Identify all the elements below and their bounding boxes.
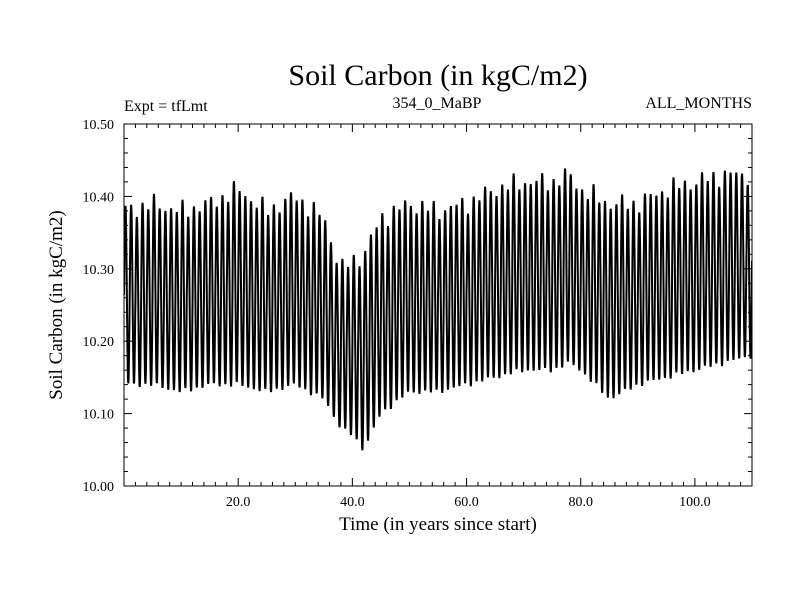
plot-frame xyxy=(123,123,753,487)
soil-carbon-series-line xyxy=(124,168,752,451)
x-axis-label: Time (in years since start) xyxy=(339,514,537,535)
y-axis: 10.00 10.10 10.20 10.30 10.40 10.50 xyxy=(83,118,752,495)
y-tick-label: 10.00 xyxy=(83,480,115,495)
y-tick-label: 10.40 xyxy=(83,190,115,205)
y-tick-label: 10.20 xyxy=(83,335,115,350)
x-tick-label: 100.0 xyxy=(679,495,711,510)
x-tick-label: 40.0 xyxy=(340,495,365,510)
x-axis: 20.0 40.0 60.0 80.0 100.0 xyxy=(134,124,742,510)
run-label: 354_0_MaBP xyxy=(393,95,482,112)
chart-title: Soil Carbon (in kgC/m2) xyxy=(288,59,587,92)
x-tick-label: 20.0 xyxy=(226,495,251,510)
months-label: ALL_MONTHS xyxy=(645,95,752,112)
y-axis-label: Soil Carbon (in kgC/m2) xyxy=(46,210,67,399)
x-tick-label: 80.0 xyxy=(568,495,593,510)
x-tick-label: 60.0 xyxy=(454,495,479,510)
expt-label: Expt = tfLmt xyxy=(124,98,208,115)
plot-layer xyxy=(124,168,752,451)
y-tick-label: 10.10 xyxy=(83,408,115,423)
y-tick-label: 10.30 xyxy=(83,263,115,278)
y-tick-label: 10.50 xyxy=(83,118,115,133)
